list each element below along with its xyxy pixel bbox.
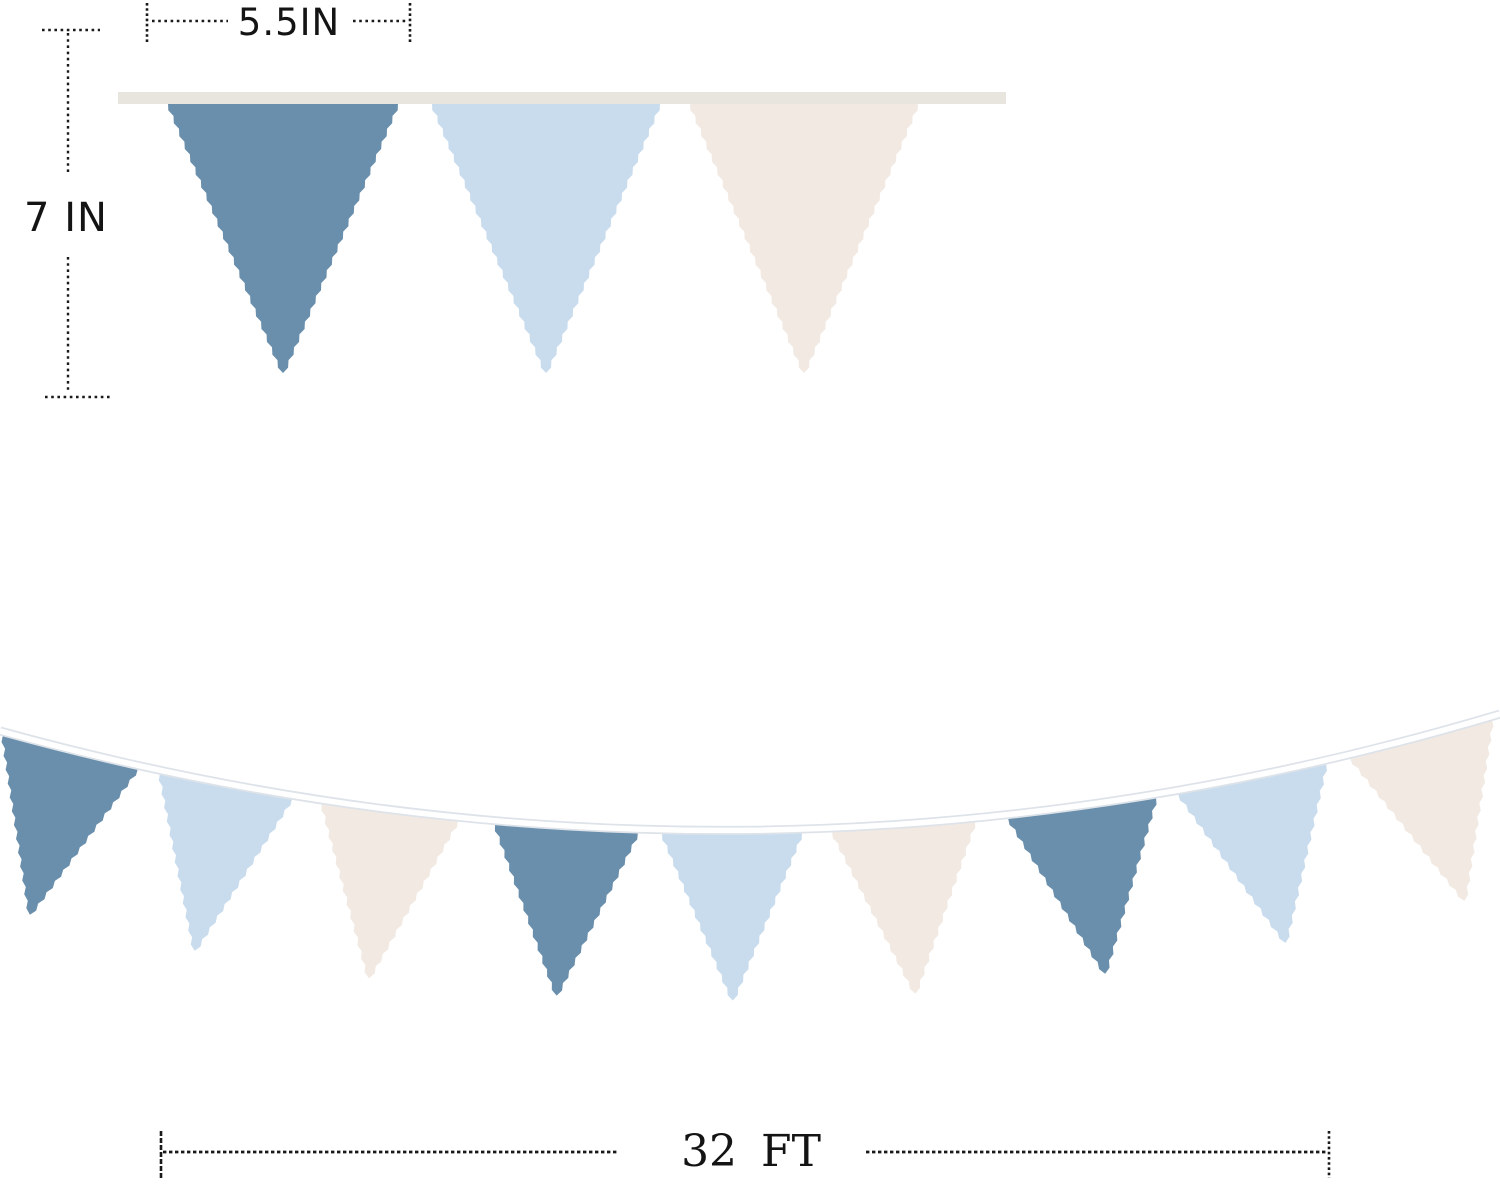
pennant-flag-light-blue [662,832,802,1001]
banner-ribbon [118,92,1006,104]
pennant-flag-light-blue [158,773,292,951]
pennant-flag-steel-blue [1008,797,1157,974]
pennant-flag-cream [321,803,458,979]
banner-length-dimension: 32 FT [159,1126,1331,1180]
flag-width-label: 5.5IN [238,1,340,44]
pennant-flag-steel-blue [1,734,138,915]
flag-height-dimension: 7 IN [24,28,113,399]
top-banner [118,92,1006,373]
pennant-flag-cream [690,103,918,373]
flag-width-dimension: 5.5IN [145,1,412,44]
pennant-flag-light-blue [432,103,660,373]
garland-rope [0,711,1500,834]
pennant-flag-light-blue [1178,763,1327,943]
top-banner-flags [168,103,918,373]
pennant-flag-steel-blue [168,103,398,373]
pennant-flag-cream [832,821,976,994]
pennant-flag-steel-blue [494,823,638,996]
banner-length-label: 32 FT [681,1126,821,1177]
flag-height-label: 7 IN [24,195,108,241]
bottom-banner [0,709,1500,1001]
pennant-flag-cream [1350,719,1494,901]
bottom-banner-flags [1,719,1494,1001]
